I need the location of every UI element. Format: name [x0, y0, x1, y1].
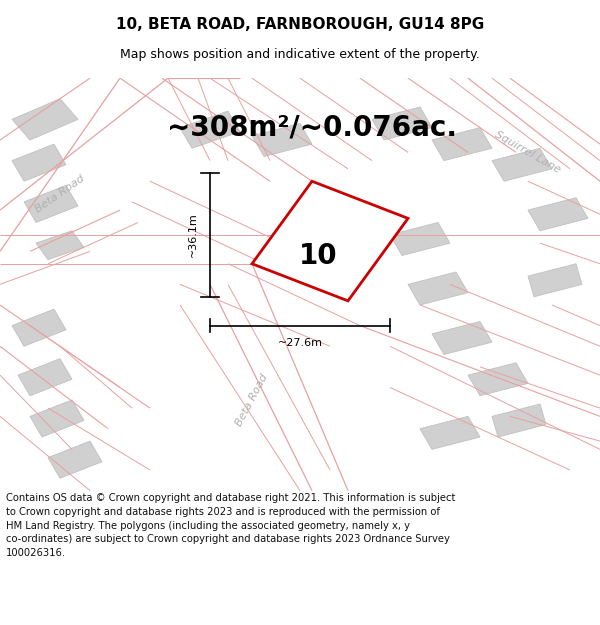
Polygon shape	[492, 404, 546, 437]
Polygon shape	[528, 264, 582, 297]
Polygon shape	[24, 186, 78, 222]
Polygon shape	[36, 231, 84, 259]
Polygon shape	[528, 198, 588, 231]
Text: Squirrel Lane: Squirrel Lane	[493, 129, 563, 175]
Polygon shape	[432, 321, 492, 354]
Polygon shape	[12, 144, 66, 181]
Polygon shape	[492, 148, 552, 181]
Polygon shape	[372, 107, 432, 140]
Polygon shape	[18, 359, 72, 396]
Text: Beta Road: Beta Road	[34, 173, 86, 214]
Text: Contains OS data © Crown copyright and database right 2021. This information is : Contains OS data © Crown copyright and d…	[6, 493, 455, 558]
Text: ~36.1m: ~36.1m	[188, 213, 198, 258]
Text: Beta Road: Beta Road	[234, 372, 270, 428]
Polygon shape	[432, 127, 492, 161]
Polygon shape	[12, 99, 78, 140]
Polygon shape	[420, 416, 480, 449]
Polygon shape	[408, 272, 468, 305]
Text: 10, BETA ROAD, FARNBOROUGH, GU14 8PG: 10, BETA ROAD, FARNBOROUGH, GU14 8PG	[116, 17, 484, 32]
Text: 10: 10	[299, 241, 337, 269]
Text: ~308m²/~0.076ac.: ~308m²/~0.076ac.	[167, 114, 457, 142]
Polygon shape	[252, 124, 312, 156]
Polygon shape	[180, 111, 240, 148]
Polygon shape	[390, 222, 450, 256]
Polygon shape	[252, 181, 408, 301]
Polygon shape	[30, 400, 84, 437]
Polygon shape	[468, 362, 528, 396]
Polygon shape	[48, 441, 102, 478]
Text: ~27.6m: ~27.6m	[277, 338, 323, 348]
Polygon shape	[12, 309, 66, 346]
Text: Map shows position and indicative extent of the property.: Map shows position and indicative extent…	[120, 48, 480, 61]
